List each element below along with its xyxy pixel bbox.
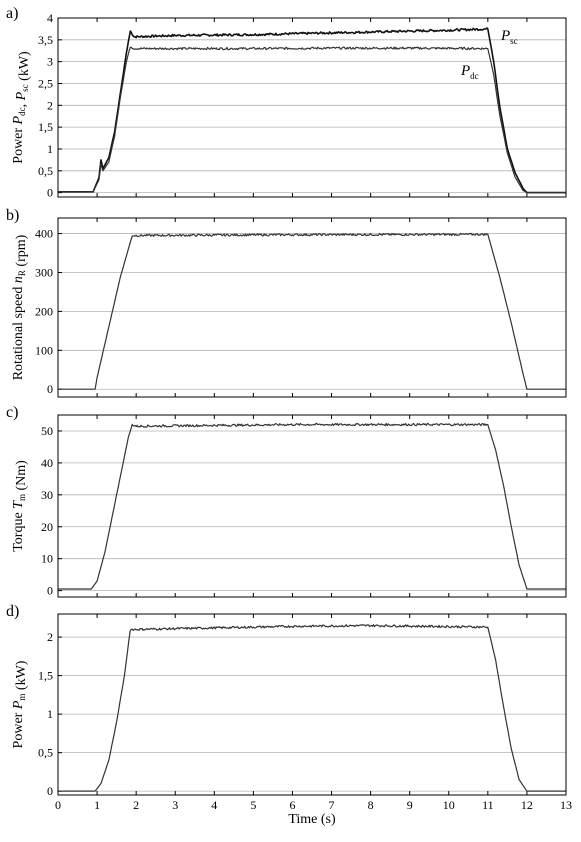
- xtick-label: 7: [329, 798, 335, 812]
- xtick-label: 4: [211, 798, 217, 812]
- xtick-label: 10: [443, 798, 455, 812]
- ytick-label: 2,5: [38, 76, 53, 90]
- ytick-label: 200: [35, 304, 53, 318]
- xtick-label: 5: [250, 798, 256, 812]
- ytick-label: 0: [47, 784, 53, 798]
- series-line-nR: [58, 232, 566, 390]
- plot-frame: [57, 414, 567, 598]
- panel-1: 0 0,5 1 1,5 2 2,5 3 3,5 4 a) Power Pdc, Psc (kW) Ps…: [6, 5, 567, 200]
- xtick-label: 0: [55, 798, 61, 812]
- xtick-label: 11: [482, 798, 494, 812]
- ytick-label: 40: [41, 456, 53, 470]
- panel-2: 0 100 200 300 400 b) Rotational speed nR (rpm): [6, 207, 567, 398]
- ytick-label: 0: [47, 186, 53, 200]
- y-axis-label: Rotational speed nR (rpm): [11, 234, 29, 380]
- y-axis-label: Power Pm (kW): [11, 660, 29, 748]
- series-label-Psc: Psc: [500, 28, 518, 46]
- ytick-label: 50: [41, 424, 53, 438]
- xtick-label: 9: [407, 798, 413, 812]
- x-axis-label: Time (s): [288, 812, 336, 827]
- ytick-label: 10: [41, 552, 53, 566]
- xtick-label: 13: [560, 798, 572, 812]
- ytick-label: 3,5: [38, 33, 53, 47]
- xtick-label: 6: [289, 798, 295, 812]
- ytick-label: 300: [35, 265, 53, 279]
- xtick-label: 12: [521, 798, 533, 812]
- ytick-label: 0: [47, 584, 53, 598]
- panel-label: d): [6, 603, 19, 620]
- series-label-Pdc: Pdc: [460, 63, 479, 81]
- series-line-Pm: [58, 624, 566, 792]
- xtick-label: 2: [133, 798, 139, 812]
- ytick-label: 0,5: [38, 164, 53, 178]
- ytick-label: 3: [47, 55, 53, 69]
- ytick-label: 400: [35, 227, 53, 241]
- ytick-label: 1,5: [38, 120, 53, 134]
- ytick-label: 4: [47, 11, 53, 25]
- ytick-label: 2: [47, 98, 53, 112]
- series-line-Psc: [58, 27, 566, 194]
- y-axis-label: Torque Tm (Nm): [11, 460, 29, 552]
- xtick-label: 8: [368, 798, 374, 812]
- xtick-label: 1: [94, 798, 100, 812]
- ytick-label: 0,5: [38, 746, 53, 760]
- ytick-label: 0: [47, 382, 53, 396]
- plot-frame: [57, 613, 567, 796]
- ytick-label: 1: [47, 707, 53, 721]
- panel-label: c): [6, 404, 18, 421]
- ytick-label: 100: [35, 343, 53, 357]
- ytick-label: 20: [41, 520, 53, 534]
- plot-frame: [57, 17, 567, 198]
- y-axis-label: Power Pdc, Psc (kW): [11, 51, 32, 164]
- xtick-label: 3: [172, 798, 178, 812]
- series-line-Pdc: [58, 46, 566, 194]
- ytick-label: 1: [47, 142, 53, 156]
- panel-label: b): [6, 207, 19, 224]
- plot-frame: [57, 217, 567, 398]
- ytick-label: 2: [47, 630, 53, 644]
- panel-3: 0 10 20 30 40 50 c) Torque Tm (Nm): [6, 404, 567, 598]
- ytick-label: 1,5: [38, 669, 53, 683]
- panel-label: a): [6, 5, 18, 22]
- series-line-Tm: [58, 422, 566, 590]
- ytick-label: 30: [41, 488, 53, 502]
